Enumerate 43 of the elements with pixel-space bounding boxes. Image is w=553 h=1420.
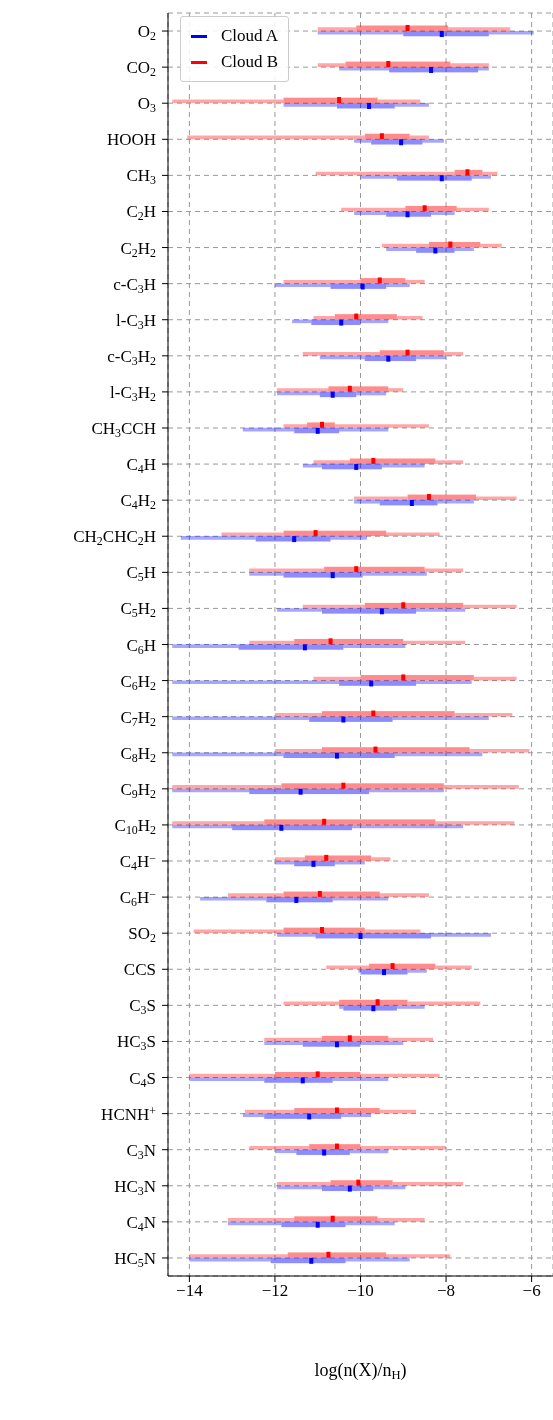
y-tick-label: l-C$_{3}$H bbox=[116, 310, 156, 332]
y-tick-label: C$_{4}$H$^{−}$ bbox=[119, 851, 157, 874]
y-tick-label: CCS bbox=[123, 960, 156, 980]
y-tick-label: HOOH bbox=[106, 130, 156, 150]
y-tick-label: C$_{9}$H$_{2}$ bbox=[120, 779, 157, 801]
y-tick-label: C$_{4}$H$_{2}$ bbox=[120, 491, 157, 513]
y-tick-label: l-C$_{3}$H$_{2}$ bbox=[110, 382, 157, 404]
y-tick-label: O$_{3}$ bbox=[137, 94, 157, 116]
y-tick-label: C$_{7}$H$_{2}$ bbox=[120, 707, 157, 729]
x-axis-title: log(n(X)/n$_{H}$) bbox=[314, 1360, 407, 1383]
y-tick-label: C$_{10}$H$_{2}$ bbox=[114, 815, 157, 837]
x-tick-label: −10 bbox=[347, 1281, 374, 1301]
y-tick-label: CO$_{2}$ bbox=[126, 58, 157, 80]
y-tick-label: HC$_{3}$S bbox=[116, 1032, 156, 1054]
y-tick-label: C$_{3}$N bbox=[126, 1140, 156, 1162]
y-tick-label: CH$_{2}$CHC$_{2}$H bbox=[73, 527, 156, 549]
x-tick-label: −14 bbox=[176, 1281, 204, 1301]
x-tick-label: −6 bbox=[522, 1281, 541, 1301]
y-tick-label: HCNH$^{+}$ bbox=[101, 1103, 157, 1124]
y-tick-label: C$_{6}$H bbox=[126, 635, 156, 657]
y-tick-label: C$_{6}$H$^{−}$ bbox=[119, 887, 157, 910]
y-tick-label: HC$_{3}$N bbox=[114, 1176, 156, 1198]
y-tick-label: CH$_{3}$ bbox=[126, 166, 157, 188]
y-tick-label: C$_{5}$H$_{2}$ bbox=[120, 599, 157, 621]
y-tick-label: c-C$_{3}$H bbox=[113, 274, 156, 296]
y-tick-label: C$_{2}$H bbox=[126, 202, 156, 224]
legend-label: Cloud A bbox=[221, 25, 279, 47]
y-tick-label: CH$_{3}$CCH bbox=[91, 418, 156, 440]
y-tick-label: C$_{4}$N bbox=[126, 1212, 156, 1234]
y-tick-label: C$_{4}$S bbox=[129, 1068, 156, 1090]
y-tick-label: SO$_{2}$ bbox=[128, 924, 157, 946]
y-tick-label: C$_{8}$H$_{2}$ bbox=[120, 743, 157, 765]
x-tick-label: −12 bbox=[261, 1281, 289, 1301]
y-tick-label: C$_{5}$H bbox=[126, 563, 156, 585]
y-tick-label: C$_{3}$S bbox=[129, 996, 156, 1018]
y-tick-label: C$_{4}$H bbox=[126, 455, 156, 477]
y-tick-label: C$_{6}$H$_{2}$ bbox=[120, 671, 157, 693]
x-tick-label: −8 bbox=[437, 1281, 456, 1301]
y-tick-label: c-C$_{3}$H$_{2}$ bbox=[107, 346, 157, 368]
legend-label: Cloud B bbox=[221, 51, 279, 73]
y-tick-label: O$_{2}$ bbox=[137, 22, 157, 44]
y-tick-label: HC$_{5}$N bbox=[114, 1248, 156, 1270]
y-tick-label: C$_{2}$H$_{2}$ bbox=[120, 238, 157, 260]
